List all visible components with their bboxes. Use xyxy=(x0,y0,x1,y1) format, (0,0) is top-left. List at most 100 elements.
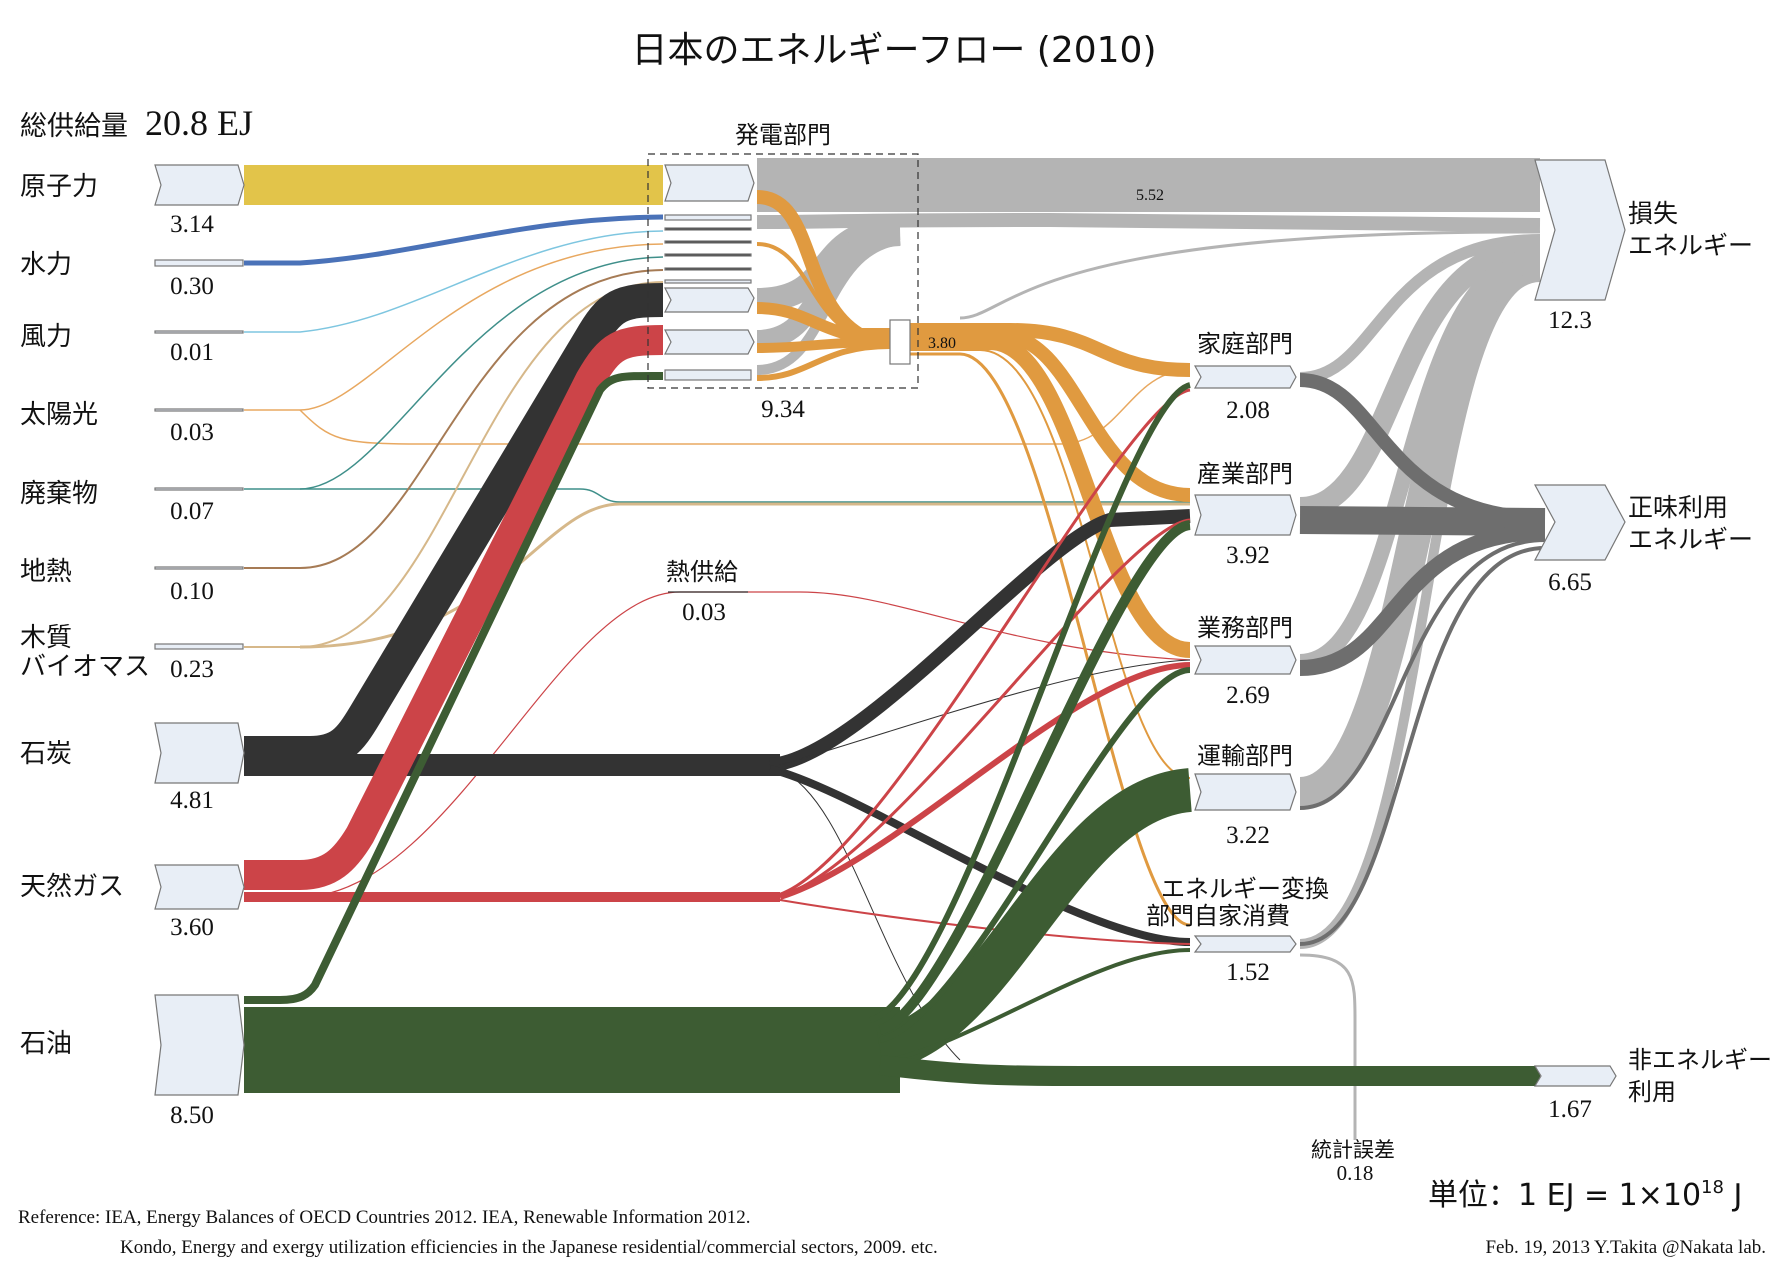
output-value-useful: 6.65 xyxy=(1548,569,1592,596)
flow-selfuse-to-loss xyxy=(1299,271,1541,949)
node-power-line4 xyxy=(664,267,752,271)
flow-power-nuclear-elec xyxy=(756,190,890,342)
flow-industry-to-useful xyxy=(1299,506,1546,536)
node-power-hydro xyxy=(664,214,752,221)
node-home xyxy=(1193,365,1297,389)
output-label-useful-2: エネルギー xyxy=(1628,525,1753,554)
flow-waste-power xyxy=(244,256,664,490)
electricity-value: 3.80 xyxy=(928,335,956,352)
source-value-solar: 0.03 xyxy=(170,419,214,446)
node-oil xyxy=(154,994,245,1096)
flow-power-coal-elec xyxy=(756,337,891,353)
node-layer xyxy=(154,159,1626,1096)
unit-label: 単位：1 EJ = 1×1018 J xyxy=(1428,1177,1742,1213)
stat-error-value: 0.18 xyxy=(1337,1161,1374,1185)
flow-hydro xyxy=(244,214,664,266)
power-group-label: 発電部門 xyxy=(735,121,831,149)
flow-elec-home xyxy=(910,323,1191,377)
node-hydro xyxy=(154,259,244,267)
power-group-total: 9.34 xyxy=(761,396,805,423)
source-value-geothermal: 0.10 xyxy=(170,578,214,605)
stat-error-label: 統計誤差 xyxy=(1311,1138,1395,1162)
unit-prefix: 単位： xyxy=(1428,1178,1518,1213)
flow-elec-transport xyxy=(910,349,1191,779)
node-biomass xyxy=(154,643,244,650)
flow-coal-business xyxy=(779,659,1191,766)
flow-stat-error xyxy=(1299,953,1357,1140)
node-nonenergy xyxy=(1533,1065,1617,1087)
output-label-loss-2: エネルギー xyxy=(1628,231,1753,260)
reference-line-1: Reference: IEA, Energy Balances of OECD … xyxy=(18,1207,751,1228)
source-label-nuclear: 原子力 xyxy=(20,172,98,202)
sector-label-business: 業務部門 xyxy=(1197,614,1293,642)
node-coal xyxy=(154,722,245,784)
loss-flow-value: 5.52 xyxy=(1136,187,1164,204)
flow-transport-to-useful xyxy=(1299,538,1546,810)
source-value-nuclear: 3.14 xyxy=(170,211,214,238)
flow-industry-to-loss xyxy=(1299,237,1541,519)
node-power-line1 xyxy=(664,227,752,231)
flow-biomass-power xyxy=(244,281,664,648)
source-value-biomass: 0.23 xyxy=(170,656,214,683)
sector-value-industry: 3.92 xyxy=(1226,542,1270,569)
flow-waste-industry xyxy=(300,488,1190,503)
heat-supply-value: 0.03 xyxy=(682,599,726,626)
source-label-gas: 天然ガス xyxy=(20,872,124,902)
flow-oil-business xyxy=(879,667,1191,1043)
text-layer: 日本のエネルギーフロー (2010) 総供給量 20.8 EJ 原子力 3.14… xyxy=(18,30,1772,1258)
flow-oil-transport xyxy=(875,768,1193,1072)
node-loss xyxy=(1534,159,1626,301)
flow-gas-business xyxy=(779,662,1191,900)
node-power-oil xyxy=(664,369,752,381)
flow-oil-selfuse xyxy=(889,948,1191,1062)
flow-wind xyxy=(244,230,664,333)
source-label-oil: 石油 xyxy=(20,1029,72,1059)
flow-selfuse-to-useful xyxy=(1299,546,1546,946)
heat-supply-label: 熱供給 xyxy=(666,558,738,586)
node-solar xyxy=(154,408,244,412)
output-label-loss: 損失 xyxy=(1628,199,1678,228)
flow-solar-power xyxy=(244,243,664,411)
flow-oil-industry xyxy=(878,520,1192,1035)
output-label-useful: 正味利用 xyxy=(1628,493,1728,522)
total-supply-value: 20.8 EJ xyxy=(145,103,253,143)
node-geothermal xyxy=(154,566,244,570)
flow-oil-power xyxy=(244,371,664,1004)
source-label-coal: 石炭 xyxy=(20,739,72,769)
flow-elec-selfuse xyxy=(910,352,1191,927)
source-value-hydro: 0.30 xyxy=(170,273,214,300)
output-value-nonenergy: 1.67 xyxy=(1548,1096,1592,1123)
flow-solar-home xyxy=(299,369,1191,445)
flow-elec-industry xyxy=(910,328,1191,502)
source-value-coal: 4.81 xyxy=(170,787,214,814)
flow-coal-power xyxy=(244,283,664,770)
output-value-loss: 12.3 xyxy=(1548,307,1592,334)
flow-oil-nonenergy xyxy=(878,1055,1540,1086)
power-group-box xyxy=(647,153,919,389)
sector-value-selfuse: 1.52 xyxy=(1226,959,1270,986)
flow-home-to-loss xyxy=(1299,234,1541,384)
flow-power-oil-elec xyxy=(756,343,891,381)
flow-gas-industry xyxy=(774,518,1191,899)
source-value-oil: 8.50 xyxy=(170,1102,214,1129)
node-power-line3 xyxy=(664,253,752,257)
node-power-nuclear xyxy=(664,164,755,202)
node-power-gas xyxy=(664,329,755,355)
node-industry xyxy=(1194,494,1297,536)
source-value-waste: 0.07 xyxy=(170,498,214,525)
node-business xyxy=(1194,645,1297,675)
node-electricity xyxy=(889,319,911,365)
source-label-hydro: 水力 xyxy=(20,250,72,280)
source-value-gas: 3.60 xyxy=(170,914,214,941)
flow-coal-industry xyxy=(769,509,1191,772)
source-label-biomass: 木質 xyxy=(20,623,72,653)
node-useful xyxy=(1533,484,1626,561)
sector-value-business: 2.69 xyxy=(1226,682,1270,709)
flow-misc-to-loss xyxy=(959,230,1541,320)
unit-suffix: J xyxy=(1724,1178,1742,1213)
flow-gas-home xyxy=(769,388,1191,899)
unit-text: 1 EJ = 1×10 xyxy=(1518,1178,1701,1213)
unit-exponent: 18 xyxy=(1701,1177,1724,1198)
node-power-coal xyxy=(664,287,755,313)
